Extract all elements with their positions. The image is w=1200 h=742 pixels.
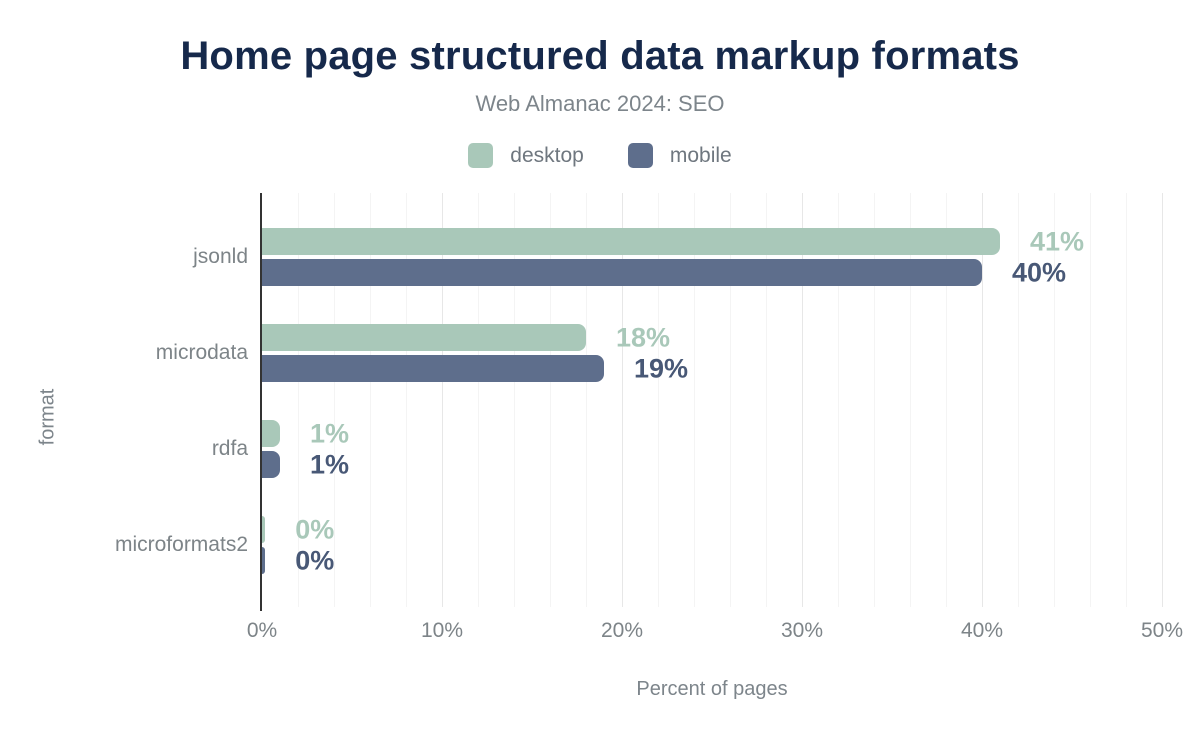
category-label-microformats2: microformats2 [114,533,248,556]
gridline [370,193,371,607]
value-label-mobile-jsonld: 40% [1012,257,1067,287]
gridline [622,193,623,607]
value-label-mobile-microdata: 19% [634,353,689,383]
chart-title: Home page structured data markup formats [180,34,1020,78]
y-axis-line [260,193,262,611]
bar-mobile-jsonld [262,259,982,286]
gridline [298,193,299,607]
gridline [442,193,443,607]
bar-mobile-rdfa [262,451,280,478]
gridline [838,193,839,607]
bar-desktop-rdfa [262,420,280,447]
legend-item-mobile: mobile [627,143,732,168]
category-label-microdata: microdata [155,341,248,364]
category-axis-labels: jsonld microdata rdfa microformats2 [0,193,248,607]
gridline [946,193,947,607]
gridline [1054,193,1055,607]
value-label-desktop-jsonld: 41% [1030,226,1085,256]
value-label-desktop-rdfa: 1% [310,418,350,448]
legend: desktop mobile [0,143,1200,168]
x-tick-10%: 10% [420,619,464,642]
mobile-swatch-icon [627,143,653,168]
gridline [658,193,659,607]
gridline [1162,193,1163,607]
value-label-desktop-microformats2: 0% [295,514,335,544]
value-label-desktop-microdata: 18% [616,322,671,352]
gridline [478,193,479,607]
gridline [910,193,911,607]
value-label-mobile-rdfa: 1% [310,449,350,479]
plot-area: 41% 40% 18% 19% 1% 1% 0% 0% [260,193,1163,611]
gridline [586,193,587,607]
x-axis-tick-labels: 0% 10% 20% 30% 40% 50% [247,619,1183,645]
x-tick-50%: 50% [1140,619,1184,642]
category-label-jsonld: jsonld [193,245,248,268]
x-tick-0%: 0% [246,619,278,642]
x-tick-40%: 40% [960,619,1004,642]
desktop-swatch-icon [468,143,494,168]
chart-subtitle: Web Almanac 2024: SEO [475,91,725,116]
bar-desktop-microformats2 [262,516,266,543]
x-tick-30%: 30% [780,619,824,642]
legend-label-mobile: mobile [669,143,732,167]
category-label-rdfa: rdfa [211,437,248,460]
bar-desktop-microdata [262,324,586,351]
bar-mobile-microformats2 [262,547,266,574]
value-label-mobile-microformats2: 0% [295,545,335,575]
gridline [514,193,515,607]
x-axis-title: Percent of pages [636,678,788,700]
legend-label-desktop: desktop [510,143,584,167]
legend-item-desktop: desktop [468,143,584,168]
gridline [874,193,875,607]
gridline [694,193,695,607]
gridline [802,193,803,607]
gridline [1126,193,1127,607]
gridline [1018,193,1019,607]
gridline [1090,193,1091,607]
bar-desktop-jsonld [262,228,1000,255]
gridline [730,193,731,607]
bar-mobile-microdata [262,355,604,382]
gridline [406,193,407,607]
gridline [550,193,551,607]
gridline [334,193,335,607]
gridline [982,193,983,607]
x-tick-20%: 20% [600,619,644,642]
gridline [766,193,767,607]
